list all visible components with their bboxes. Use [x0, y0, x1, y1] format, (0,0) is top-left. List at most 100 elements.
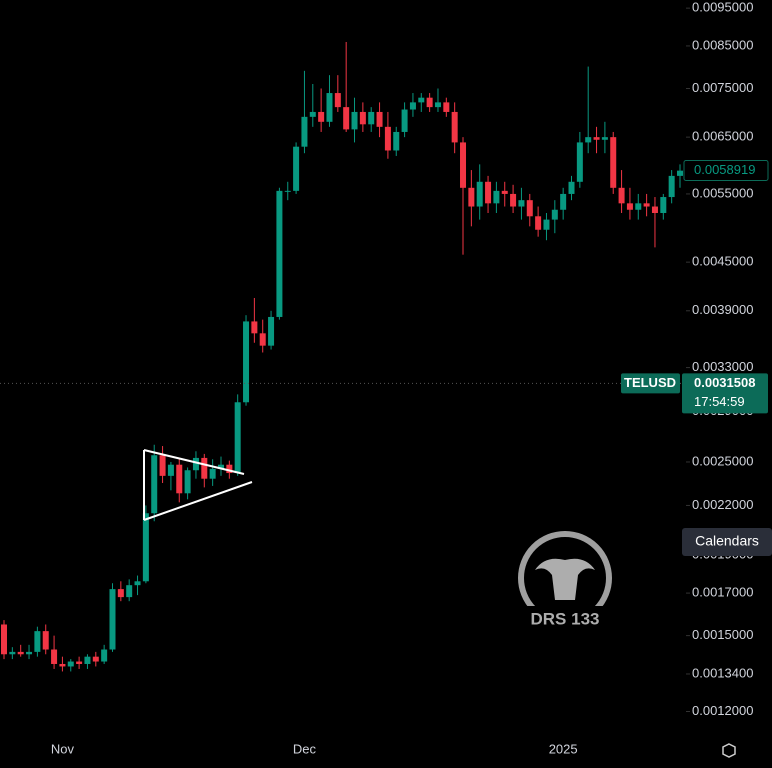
- plot: [1, 41, 683, 672]
- price-axis: 0.0095000 0.0085000 0.0075000 0.0065000 0.00…: [51, 0, 754, 756]
- y-tick-label: 0.0085000: [692, 37, 753, 52]
- candle-body: [409, 102, 416, 110]
- candle-body: [9, 651, 16, 655]
- candle-body: [334, 93, 341, 108]
- y-tick-label: 0.0022000: [692, 497, 753, 512]
- calendars-label[interactable]: Calendars: [695, 533, 759, 549]
- y-tick-label: 0.0055000: [692, 185, 753, 200]
- candle-body: [92, 656, 99, 662]
- candle-body: [318, 111, 325, 122]
- candle-body: [284, 190, 291, 192]
- candle-body: [426, 97, 433, 108]
- candle-body: [59, 663, 66, 667]
- y-tick-label: 0.0075000: [692, 80, 753, 95]
- candle-body: [1, 624, 7, 655]
- x-tick-label: Nov: [51, 741, 75, 756]
- candle-body: [276, 190, 283, 317]
- candle-body: [109, 589, 116, 650]
- candle-body: [526, 200, 533, 217]
- candle-body: [151, 455, 158, 514]
- candle-body: [593, 137, 600, 140]
- candle-body: [309, 111, 316, 117]
- y-tick-label: 0.0065000: [692, 129, 753, 144]
- candle-body: [501, 190, 508, 194]
- candle-body: [234, 402, 241, 474]
- candle-body: [243, 321, 250, 403]
- trend-line: [143, 481, 253, 521]
- y-tick-label: 0.0013400: [692, 665, 753, 680]
- x-tick-label: Dec: [293, 741, 317, 756]
- last-price-label: 0.0058919: [694, 162, 755, 177]
- price-label: 0.0031508: [694, 375, 755, 390]
- candle-body: [677, 170, 683, 176]
- y-tick-label: 0.0025000: [692, 453, 753, 468]
- candle-body: [601, 137, 608, 140]
- calendars-button[interactable]: [682, 528, 772, 556]
- y-tick-label: 0.0012000: [692, 703, 753, 718]
- trend-line: [143, 449, 245, 475]
- logo-band: [522, 606, 608, 630]
- candle-body: [560, 193, 567, 210]
- candle-body: [209, 468, 216, 479]
- candle-body: [34, 631, 41, 652]
- y-tick-label: 0.0015000: [692, 627, 753, 642]
- last-price-badge: [683, 160, 769, 182]
- candle-body: [643, 203, 650, 207]
- candle-body: [468, 187, 475, 207]
- candle-body: [568, 181, 575, 194]
- candle-body: [384, 126, 391, 151]
- candle-body: [42, 631, 49, 650]
- candle-body: [376, 111, 383, 127]
- countdown-label: 17:54:59: [694, 394, 745, 409]
- candle-body: [493, 190, 500, 204]
- candle-body: [518, 200, 525, 207]
- candle-body: [192, 457, 199, 471]
- symbol-label: TELUSD: [624, 375, 676, 390]
- candle-body: [326, 93, 333, 122]
- candle-body: [434, 102, 441, 108]
- candle-body: [635, 203, 642, 210]
- candle-body: [660, 197, 667, 214]
- x-tick-label: 2025: [549, 741, 578, 756]
- candle-body: [551, 209, 558, 220]
- candle-body: [401, 109, 408, 132]
- candle-body: [184, 470, 191, 494]
- candle-body: [259, 333, 266, 346]
- triangle-drawing: [143, 449, 253, 521]
- candle-body: [126, 585, 133, 598]
- candle-body: [51, 649, 58, 664]
- candle-body: [451, 111, 458, 143]
- candle-body: [343, 107, 350, 130]
- candle-body: [460, 142, 467, 188]
- candle-body: [368, 111, 375, 125]
- candle-body: [351, 111, 358, 130]
- candle-body: [293, 146, 300, 191]
- candle-body: [76, 661, 83, 664]
- y-tick-label: 0.0095000: [692, 0, 753, 15]
- candle-body: [576, 142, 583, 182]
- candle-body: [359, 111, 366, 125]
- candle-body: [268, 316, 275, 346]
- candle-body: [610, 137, 617, 188]
- candle-body: [585, 137, 592, 143]
- watermark-logo: DRS 133: [518, 531, 612, 630]
- y-tick-label: 0.0033000: [692, 359, 753, 374]
- candle-body: [651, 206, 658, 214]
- candle-body: [618, 187, 625, 204]
- candle-body: [626, 203, 633, 210]
- candle-body: [117, 589, 124, 598]
- candle-body: [134, 581, 141, 586]
- y-tick-label: 0.0017000: [692, 585, 753, 600]
- symbol-badge: [621, 373, 680, 394]
- candle-body: [84, 656, 91, 664]
- overlays: TELUSD 0.0031508 17:54:59 0.0058919 Calendar…: [0, 160, 772, 556]
- candle-body: [535, 216, 542, 230]
- price-badge: [682, 373, 768, 414]
- y-tick-label: 0.0045000: [692, 254, 753, 269]
- candle-body: [101, 649, 108, 662]
- candle-body: [176, 464, 183, 494]
- settings-icon[interactable]: [722, 743, 736, 758]
- candle-body: [668, 175, 675, 198]
